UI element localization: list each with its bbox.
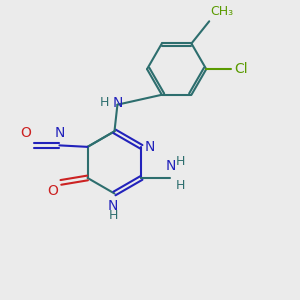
Text: O: O <box>47 184 58 198</box>
Text: N: N <box>108 199 118 213</box>
Text: H: H <box>176 178 185 191</box>
Text: O: O <box>20 126 31 140</box>
Text: N: N <box>166 159 176 172</box>
Text: N: N <box>145 140 155 154</box>
Text: CH₃: CH₃ <box>211 5 234 18</box>
Text: N: N <box>54 126 64 140</box>
Text: N: N <box>112 96 123 110</box>
Text: H: H <box>108 209 118 222</box>
Text: Cl: Cl <box>234 62 248 76</box>
Text: H: H <box>176 154 185 168</box>
Text: H: H <box>100 96 109 109</box>
